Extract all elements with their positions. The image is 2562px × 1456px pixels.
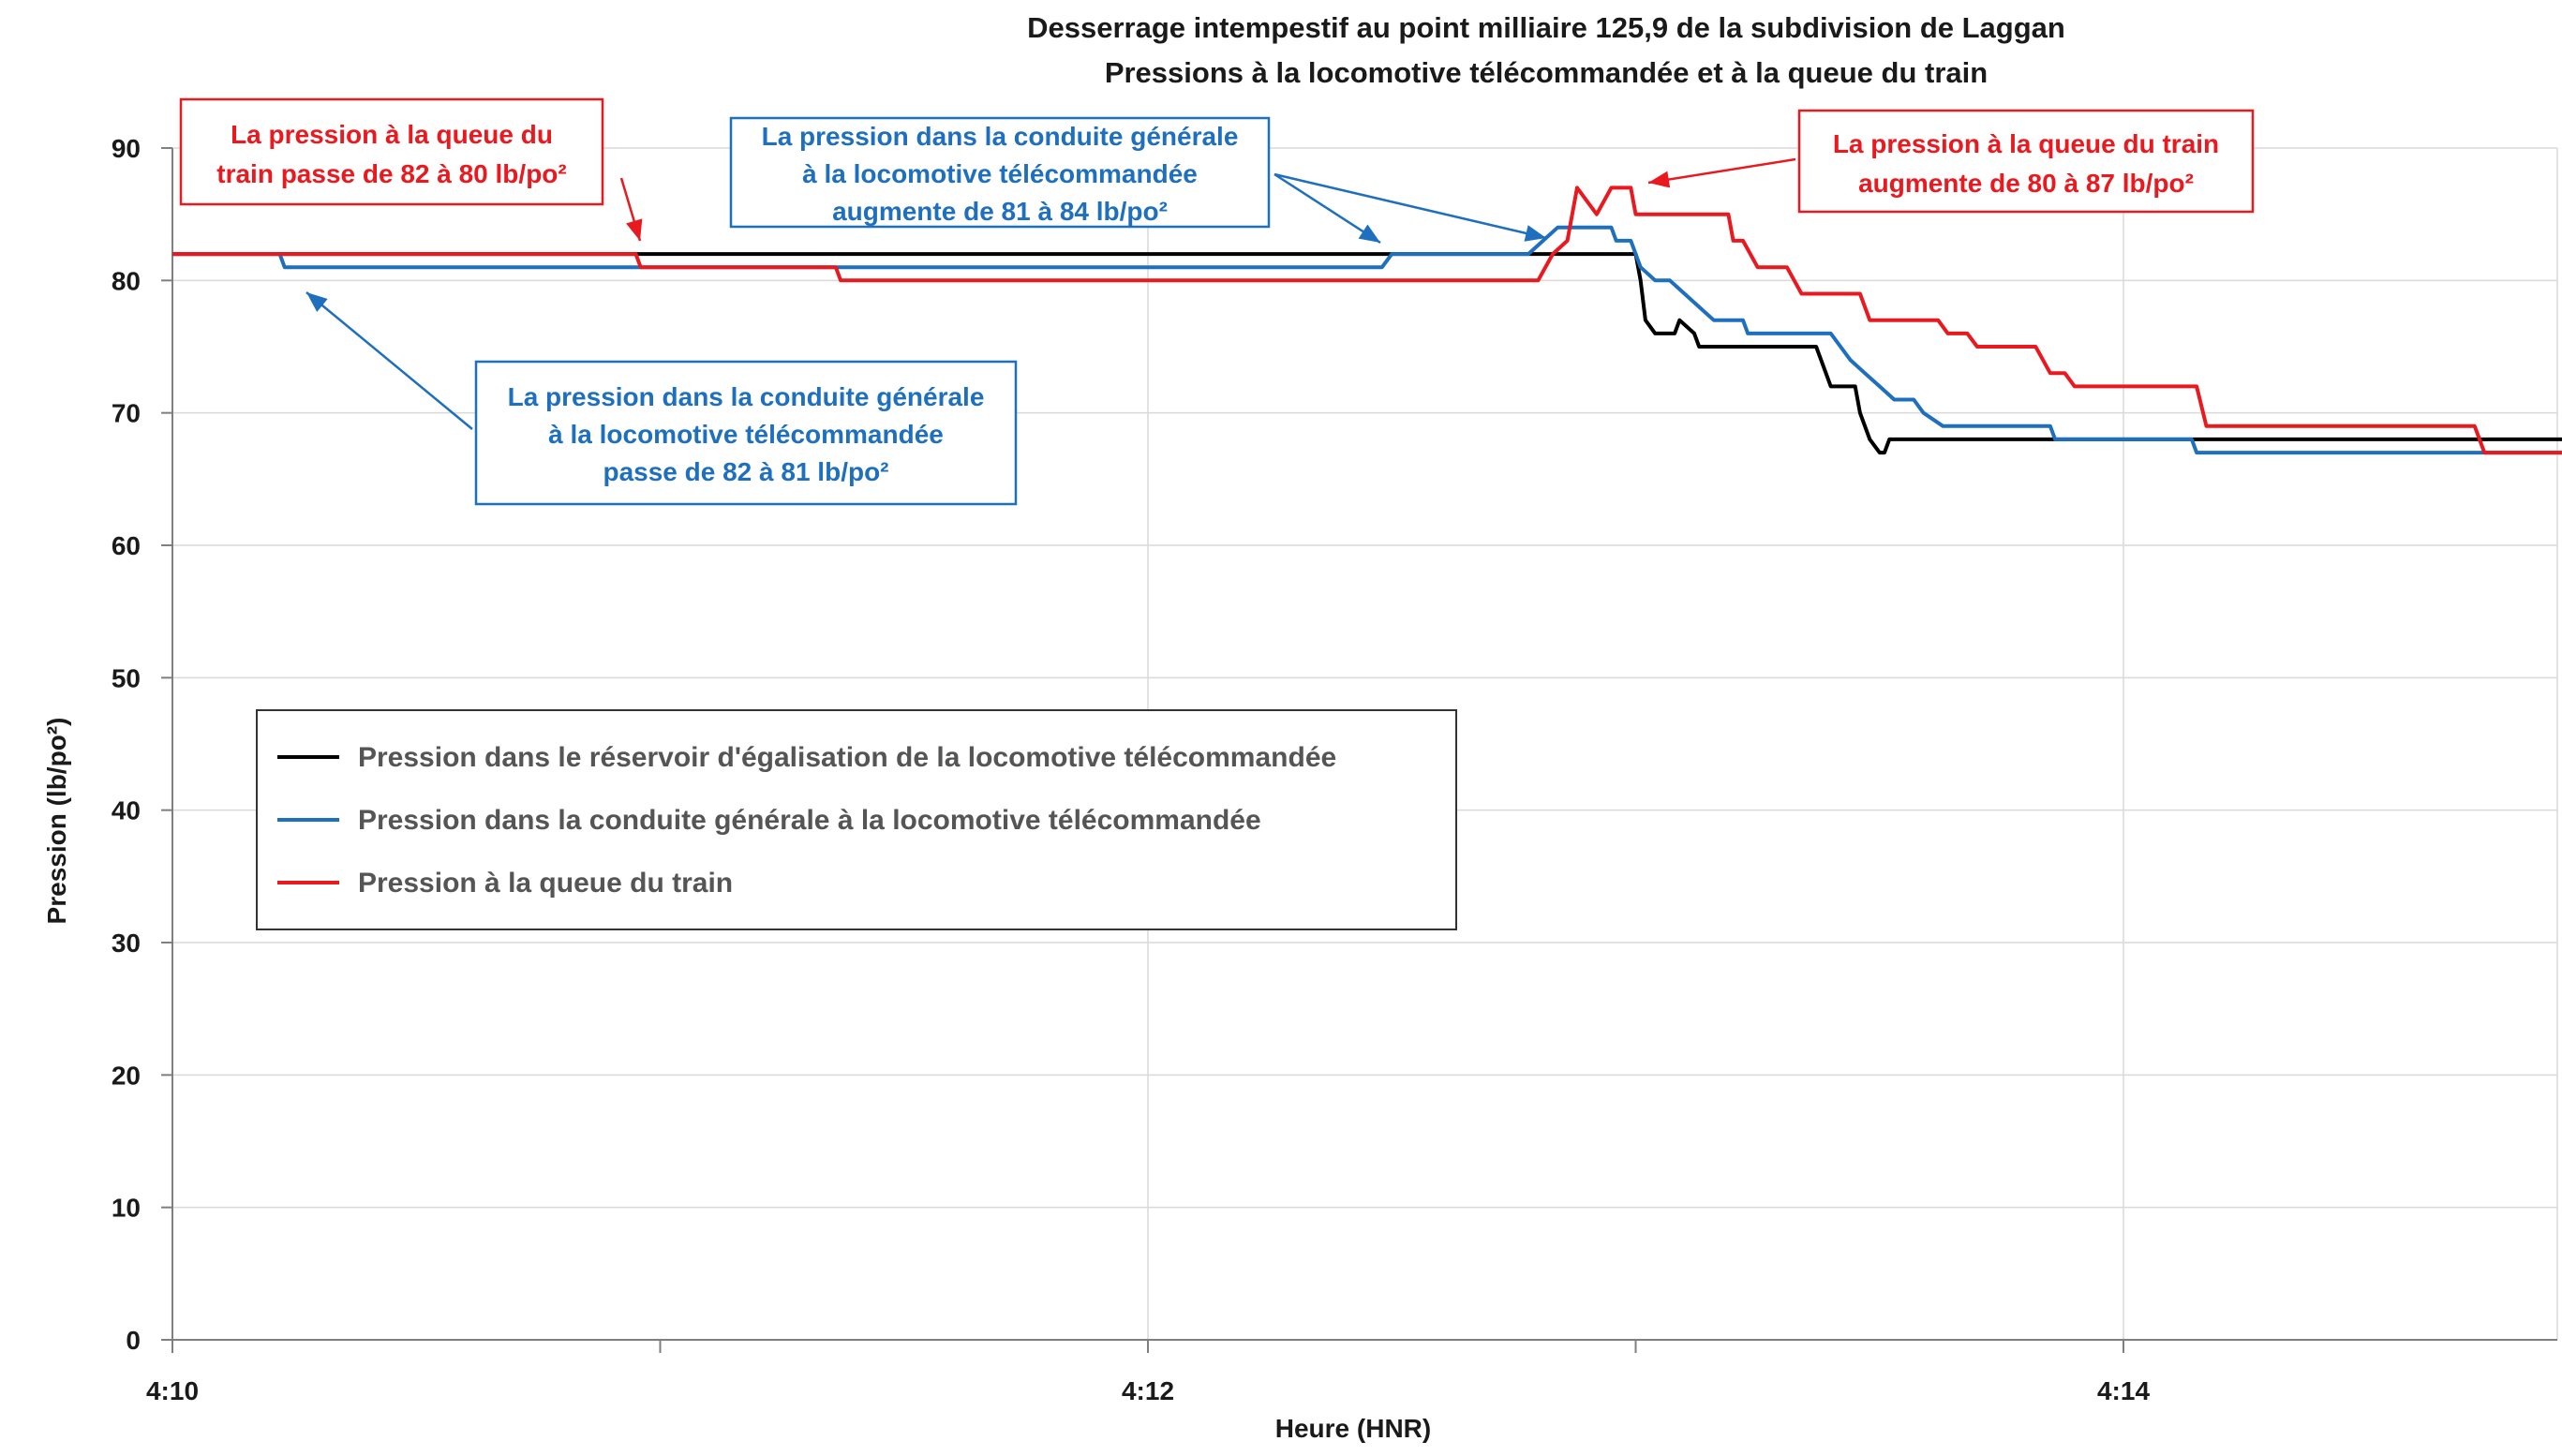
annotation-text: La pression dans la conduite générale [508,382,985,411]
x-tick-label: 4:10 [146,1376,199,1405]
annotation-box [474,360,1018,506]
tick-labels: 0 10 20 30 40 50 60 70 80 90 4:10 4:12 4:14 [112,134,2151,1405]
y-tick-label: 50 [112,663,141,692]
annotation-arrow-head [306,292,328,312]
annotation-arrow-head [1358,224,1380,243]
annotation-arrow-shaft [1647,157,1796,185]
annotation-text: à la locomotive télécommandée [802,159,1198,188]
series-lines [172,186,2562,455]
y-tick-label: 40 [112,796,141,825]
legend-box [256,709,1457,930]
x-tick-label: 4:12 [1122,1376,1174,1405]
annotation-arrow-shaft [1274,172,1547,240]
annotation-box [729,116,1271,229]
legend-entry: Pression dans le réservoir d'égalisation… [358,742,1336,773]
annotation-arrow-shaft [1274,172,1381,245]
x-tick-label: 4:14 [2097,1376,2150,1405]
series-brake-pipe-line [172,225,2562,455]
annotation-text: augmente de 81 à 84 lb/po² [832,197,1168,226]
y-axis-title: Pression (lb/po²) [42,718,71,925]
annotation-text: train passe de 82 à 80 lb/po² [216,159,566,188]
axes [161,147,2557,1353]
annotation-box [1797,109,2255,214]
annotation-text: passe de 82 à 81 lb/po² [603,457,888,486]
y-tick-label: 70 [112,399,141,428]
legend: Pression dans le réservoir d'égalisation… [256,709,1457,930]
annotation-text: La pression dans la conduite générale [762,122,1239,151]
annotation-arrow-shaft [305,291,473,430]
annotation-text: augmente de 80 à 87 lb/po² [1858,169,2194,198]
annotation-box [179,97,604,206]
x-axis-title: Heure (HNR) [1275,1414,1431,1443]
annotation-arrow-head [626,218,643,241]
y-tick-label: 60 [112,531,141,560]
legend-entry: Pression à la queue du train [358,868,733,899]
annotation-text: La pression à la queue du [231,120,553,149]
legend-entry: Pression dans la conduite générale à la … [358,805,1261,836]
chart-title: Desserrage intempestif au point milliair… [1027,11,2065,44]
annotation-arrow-head [1648,171,1671,188]
y-tick-label: 10 [112,1194,141,1223]
annotations: La pression à la queue du train passe de … [179,97,2255,506]
y-tick-label: 80 [112,266,141,295]
annotation-arrow-head [1524,225,1546,242]
y-tick-label: 20 [112,1061,141,1090]
y-tick-label: 90 [112,134,141,163]
chart-subtitle: Pressions à la locomotive télécommandée … [1105,56,1988,89]
annotation-text: à la locomotive télécommandée [548,420,944,449]
y-tick-label: 0 [126,1326,141,1355]
series-tail-pressure-line [172,186,2562,455]
y-tick-label: 30 [112,929,141,958]
annotation-text: La pression à la queue du train [1833,129,2219,158]
